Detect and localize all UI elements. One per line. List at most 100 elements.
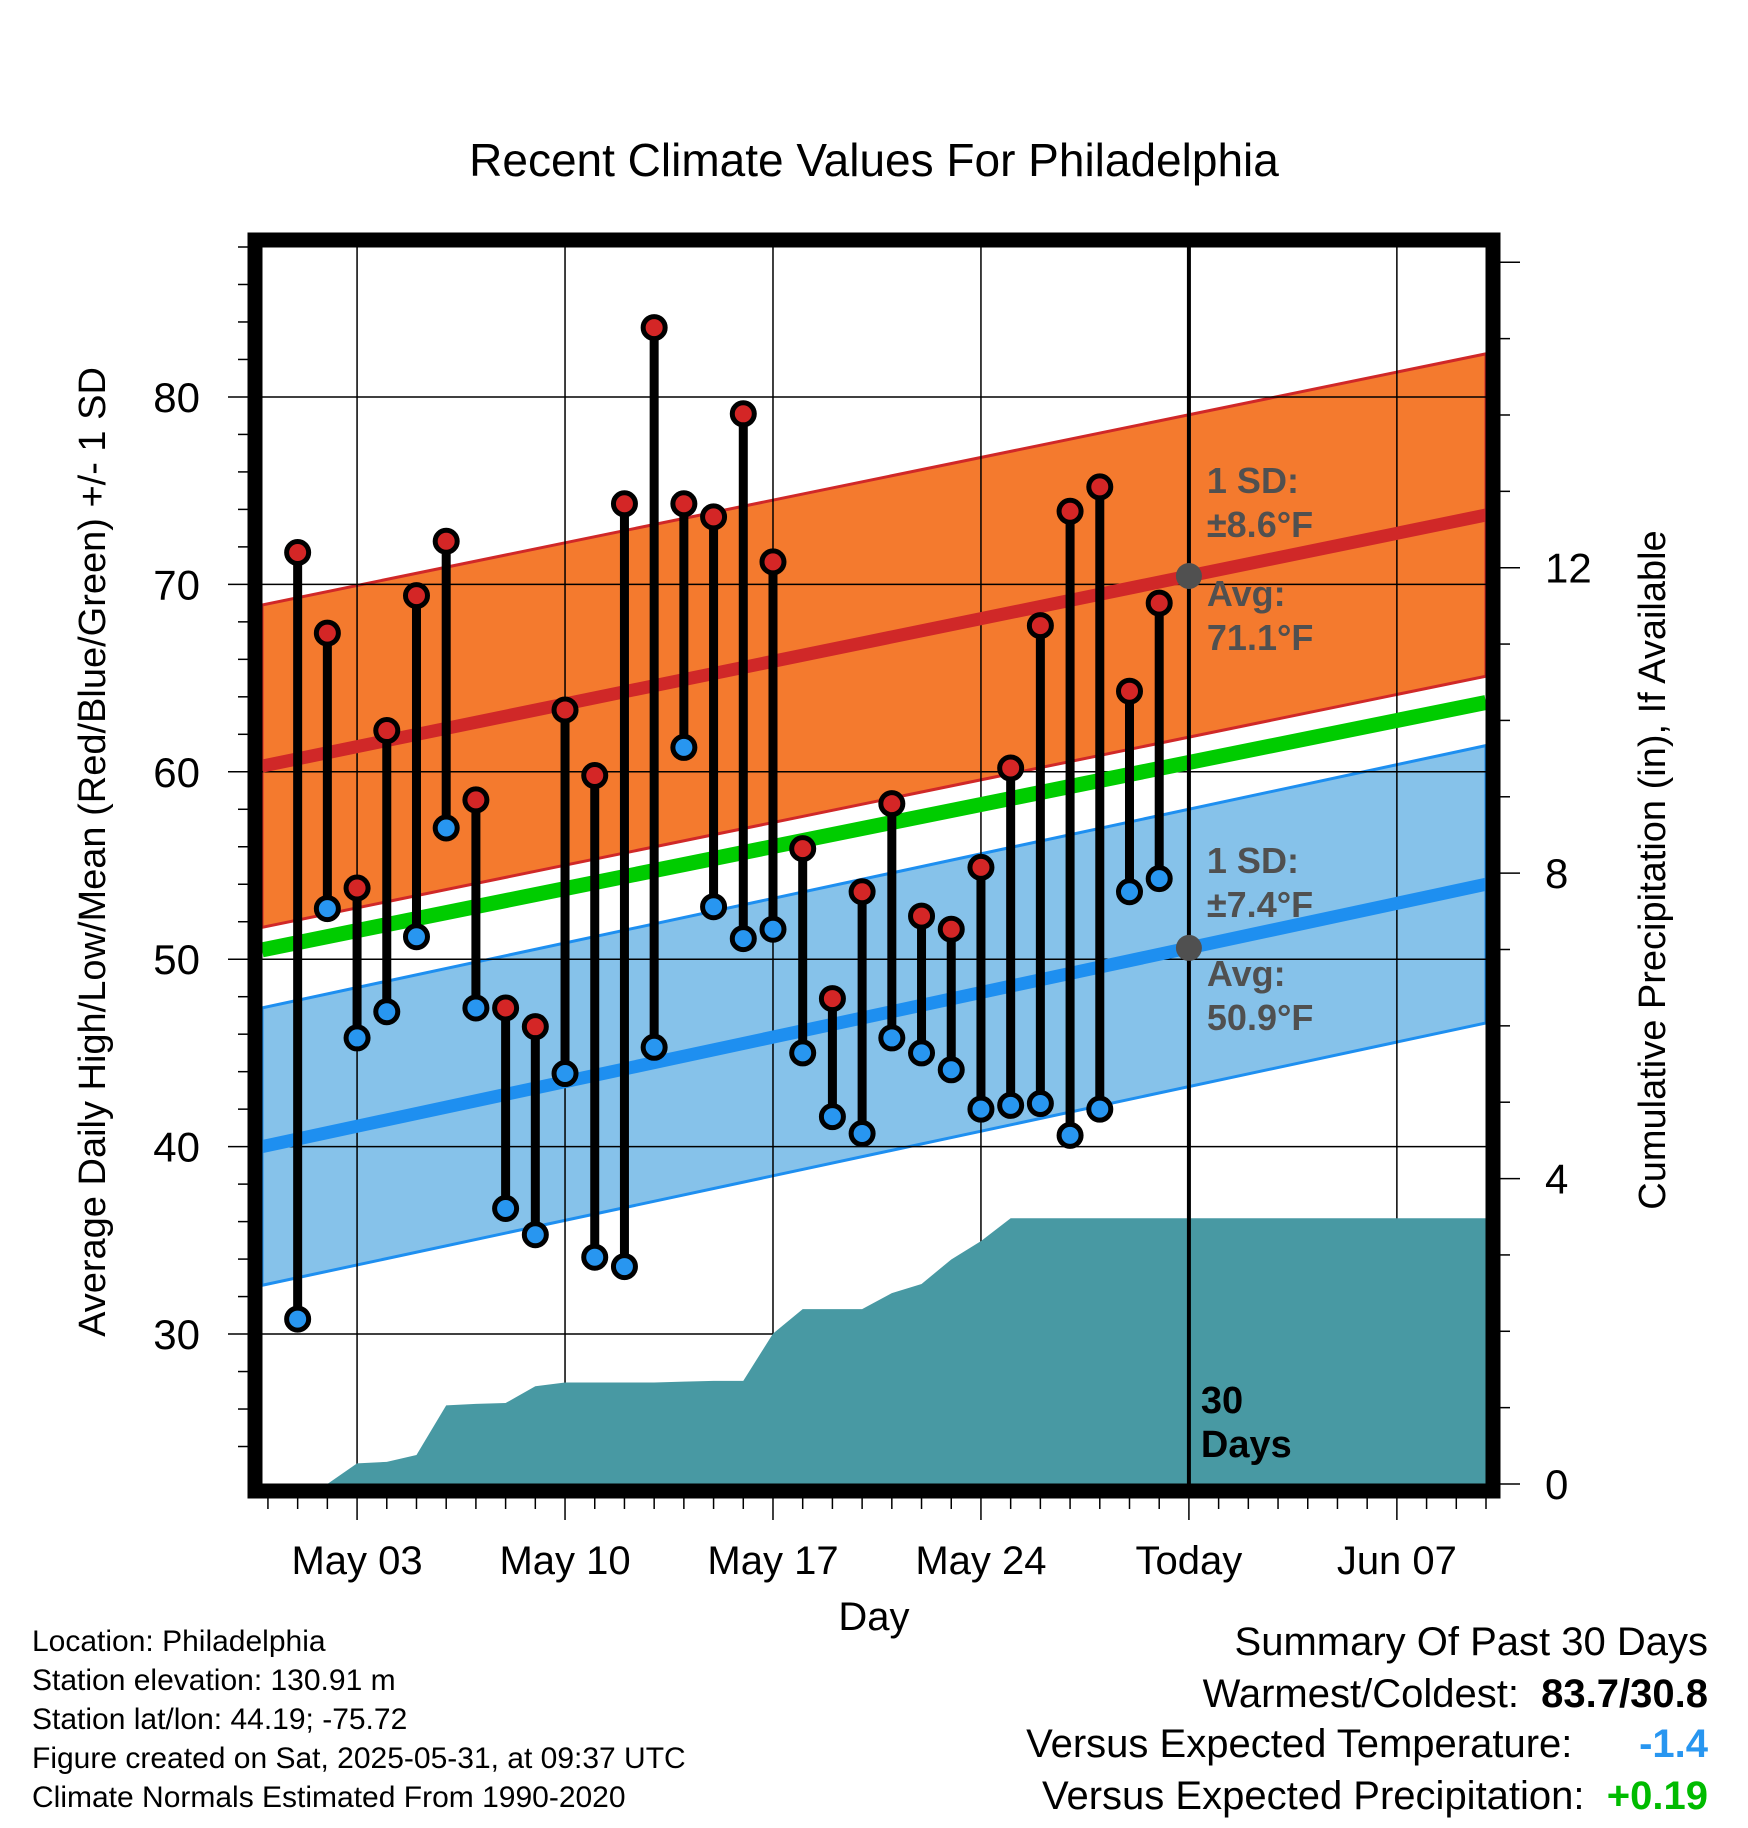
low-avg-value: 50.9°F <box>1207 997 1313 1038</box>
low-point <box>818 1103 846 1131</box>
low-point <box>1086 1095 1114 1123</box>
low-point <box>343 1024 371 1052</box>
summary-temp-label: Versus Expected Temperature: <box>1026 1722 1573 1766</box>
low-point <box>610 1253 638 1281</box>
summary-precip-row: Versus Expected Precipitation: +0.19 <box>1042 1774 1708 1819</box>
high-avg-value: 71.1°F <box>1207 617 1313 658</box>
low-avg-marker <box>1175 934 1202 961</box>
info-normals: Climate Normals Estimated From 1990-2020 <box>32 1781 626 1814</box>
info-created: Figure created on Sat, 2025-05-31, at 09… <box>32 1742 686 1775</box>
high-sd-value: ±8.6°F <box>1207 504 1313 545</box>
high-point <box>937 915 965 943</box>
high-point <box>462 786 490 814</box>
low-point <box>908 1039 936 1067</box>
y2-tick-label: 0 <box>1545 1461 1568 1508</box>
x-tick-label: May 03 <box>291 1539 422 1583</box>
high-point <box>908 902 936 930</box>
low-point <box>581 1243 609 1271</box>
x-tick-label: May 10 <box>499 1539 630 1583</box>
y-tick-label: 60 <box>153 749 200 796</box>
y-tick-label: 80 <box>153 374 200 421</box>
high-point <box>1145 589 1173 617</box>
summary-precip-label: Versus Expected Precipitation: <box>1042 1774 1585 1818</box>
high-point <box>284 539 312 567</box>
high-point <box>551 696 579 724</box>
high-point <box>729 400 757 428</box>
high-point <box>432 527 460 555</box>
y2-tick-label: 4 <box>1545 1156 1568 1203</box>
high-point <box>670 490 698 518</box>
high-point <box>789 835 817 863</box>
low-point <box>373 998 401 1026</box>
y-tick-label: 30 <box>153 1311 200 1358</box>
x-tick-label: Jun 07 <box>1337 1539 1457 1583</box>
high-point <box>313 619 341 647</box>
high-point <box>997 754 1025 782</box>
low-avg-label: Avg: <box>1207 953 1286 994</box>
low-sd-value: ±7.4°F <box>1207 884 1313 925</box>
y2-tick-label: 8 <box>1545 850 1568 897</box>
normal-high-line <box>262 508 1486 773</box>
summary-temp-value: -1.4 <box>1639 1722 1708 1766</box>
summary-warmest-row: Warmest/Coldest: 83.7/30.8 <box>1203 1672 1708 1717</box>
low-point <box>1115 878 1143 906</box>
high-point <box>700 503 728 531</box>
low-point <box>848 1120 876 1148</box>
low-point <box>700 893 728 921</box>
high-point <box>492 994 520 1022</box>
low-point <box>462 994 490 1022</box>
low-point <box>1145 865 1173 893</box>
low-point <box>492 1194 520 1222</box>
high-point <box>521 1013 549 1041</box>
summary-warmest-label: Warmest/Coldest: <box>1202 1672 1519 1716</box>
summary-precip-value: +0.19 <box>1606 1774 1708 1818</box>
low-point <box>402 923 430 951</box>
low-point <box>789 1039 817 1067</box>
summary-temp-row: Versus Expected Temperature: -1.4 <box>1026 1722 1708 1767</box>
high-point <box>343 874 371 902</box>
x-tick-label: Today <box>1136 1539 1243 1583</box>
low-point <box>1026 1090 1054 1118</box>
y-tick-label: 50 <box>153 936 200 983</box>
low-point <box>551 1060 579 1088</box>
high-point <box>640 314 668 342</box>
summary-warmest-value: 83.7/30.8 <box>1541 1672 1708 1716</box>
x-tick-label: May 24 <box>915 1539 1046 1583</box>
y-tick-label: 70 <box>153 561 200 608</box>
normal-low-line <box>262 877 1486 1153</box>
high-point <box>1056 497 1084 525</box>
info-location: Location: Philadelphia <box>32 1625 326 1658</box>
high-point <box>1086 473 1114 501</box>
summary-heading: Summary Of Past 30 Days <box>1234 1620 1708 1664</box>
high-avg-label: Avg: <box>1207 573 1286 614</box>
days-count-label: 30 <box>1201 1380 1243 1422</box>
precip-area <box>267 1218 1486 1484</box>
y-tick-label: 40 <box>153 1124 200 1171</box>
x-tick-label: May 17 <box>707 1539 838 1583</box>
low-point <box>313 895 341 923</box>
high-point <box>967 853 995 881</box>
y2-tick-label: 12 <box>1545 545 1592 592</box>
high-point <box>373 717 401 745</box>
low-point <box>1056 1121 1084 1149</box>
x-axis-label: Day <box>838 1595 909 1639</box>
low-point <box>670 733 698 761</box>
chart-title: Recent Climate Values For Philadelphia <box>469 134 1279 186</box>
high-sd-label: 1 SD: <box>1207 460 1299 501</box>
low-point <box>937 1056 965 1084</box>
days-word-label: Days <box>1201 1424 1292 1466</box>
high-point <box>759 548 787 576</box>
normal-mean-line <box>262 695 1486 958</box>
low-point <box>878 1024 906 1052</box>
axes: 30 40 50 60 70 80 0 4 8 12 May 03 May 10 May 17 May 2… <box>153 246 1592 1583</box>
low-point <box>640 1033 668 1061</box>
y-axis-label-right: Cumulative Precipitation (in), If Availa… <box>1632 530 1674 1209</box>
low-point <box>997 1091 1025 1119</box>
info-latlon: Station lat/lon: 44.19; -75.72 <box>32 1703 408 1736</box>
high-point <box>610 490 638 518</box>
low-point <box>521 1221 549 1249</box>
high-point <box>402 582 430 610</box>
y-axis-label-left: Average Daily High/Low/Mean (Red/Blue/Gr… <box>72 367 114 1337</box>
